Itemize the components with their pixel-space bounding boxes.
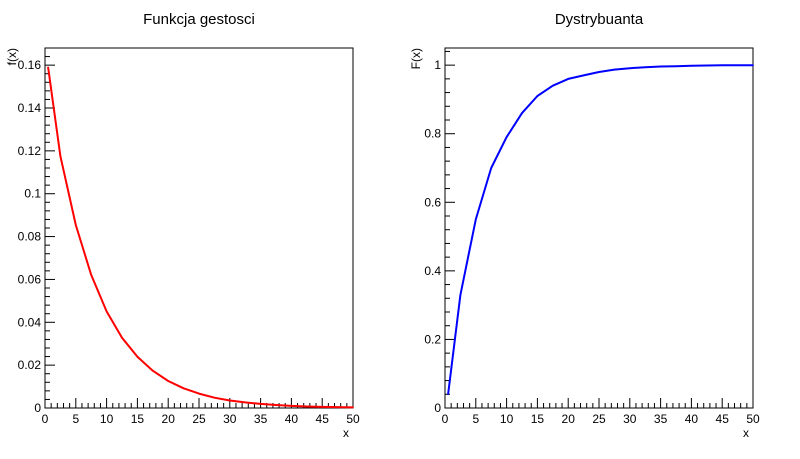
data-point (105, 310, 108, 313)
data-point (167, 380, 169, 382)
x-tick-label: 40 (685, 412, 699, 426)
data-point (213, 396, 216, 399)
x-tick-label: 15 (531, 412, 545, 426)
x-tick-label: 10 (100, 412, 114, 426)
data-point (229, 399, 231, 402)
data-point (90, 274, 92, 276)
data-point (675, 65, 677, 67)
data-point (521, 112, 523, 114)
data-point (136, 355, 139, 358)
y-tick-label: 0 (34, 401, 41, 415)
x-tick-label: 40 (285, 412, 299, 426)
x-tick-label: 5 (72, 412, 79, 426)
x-tick-label: 25 (592, 412, 606, 426)
y-tick-label: 0.6 (424, 195, 441, 209)
data-point (447, 393, 449, 396)
chart-title: Funkcja gestosci (143, 11, 255, 28)
x-tick-label: 0 (42, 412, 49, 426)
x-tick-label: 5 (472, 412, 479, 426)
y-tick-label: 0.08 (18, 230, 42, 244)
chart-title: Dystrybuanta (555, 11, 644, 28)
x-tick-label: 20 (162, 412, 176, 426)
x-tick-label: 25 (192, 412, 206, 426)
data-point (613, 68, 616, 71)
data-point (690, 65, 693, 67)
x-tick-label: 0 (442, 412, 449, 426)
y-tick-label: 0.4 (424, 264, 441, 278)
data-point (152, 369, 154, 372)
x-tick-label: 35 (254, 412, 268, 426)
y-axis-label: f(x) (5, 48, 19, 65)
y-tick-label: 0 (434, 401, 441, 415)
data-point (644, 66, 646, 68)
data-point (659, 65, 662, 68)
data-point (121, 336, 123, 339)
data-point (352, 406, 354, 409)
data-point (598, 71, 600, 73)
y-tick-label: 0.16 (18, 58, 42, 72)
y-tick-label: 1 (434, 58, 441, 72)
x-tick-label: 45 (316, 412, 330, 426)
x-tick-label: 15 (131, 412, 145, 426)
data-point (736, 64, 739, 67)
data-point (552, 84, 554, 87)
data-point (198, 392, 200, 395)
data-point (244, 401, 246, 404)
data-point (752, 64, 754, 67)
y-tick-label: 0.12 (18, 144, 42, 158)
data-point (721, 64, 723, 67)
y-tick-label: 0.14 (18, 101, 42, 115)
data-point (306, 405, 308, 408)
x-tick-label: 50 (746, 412, 760, 426)
data-point (706, 64, 708, 67)
y-axis-label: F(x) (409, 48, 423, 69)
data-point (490, 167, 493, 169)
y-tick-label: 0.06 (18, 272, 42, 286)
y-tick-label: 0.8 (424, 127, 441, 141)
data-point (475, 218, 477, 221)
x-tick-label: 10 (500, 412, 514, 426)
x-tick-label: 35 (654, 412, 668, 426)
data-point (59, 155, 62, 158)
plot-frame (44, 47, 354, 409)
data-point (505, 136, 508, 138)
data-point (336, 406, 339, 408)
data-point (182, 387, 185, 390)
chart-cdf: Dystrybuanta F(x) x 0 5 10 15 20 25 30 35 40 45 50 0 0.… (409, 11, 760, 440)
plot-frame (444, 47, 754, 409)
x-tick-label: 30 (623, 412, 637, 426)
data-point (582, 74, 585, 77)
y-tick-label: 0.2 (424, 332, 441, 346)
data-point (259, 403, 262, 405)
x-tick-label: 20 (562, 412, 576, 426)
data-point (75, 224, 77, 226)
x-tick-label: 30 (223, 412, 237, 426)
y-tick-label: 0.1 (24, 187, 41, 201)
chart-density: Funkcja gestosci f(x) x 0 5 10 15 20 25 30 35 40 45 5… (5, 11, 360, 440)
series-line (447, 64, 753, 395)
y-tick-label: 0.02 (18, 358, 42, 372)
data-point (275, 404, 277, 406)
y-tick-label: 0.04 (18, 315, 42, 329)
x-tick-label: 45 (716, 412, 730, 426)
series-line (47, 67, 354, 409)
data-point (47, 66, 49, 69)
data-point (567, 78, 569, 80)
x-axis-label: x (343, 426, 349, 440)
data-point (459, 294, 462, 296)
x-tick-label: 50 (346, 412, 360, 426)
x-axis-label: x (743, 426, 749, 440)
data-point (290, 405, 293, 407)
data-point (321, 406, 324, 408)
data-point (629, 67, 631, 70)
data-point (536, 95, 539, 97)
